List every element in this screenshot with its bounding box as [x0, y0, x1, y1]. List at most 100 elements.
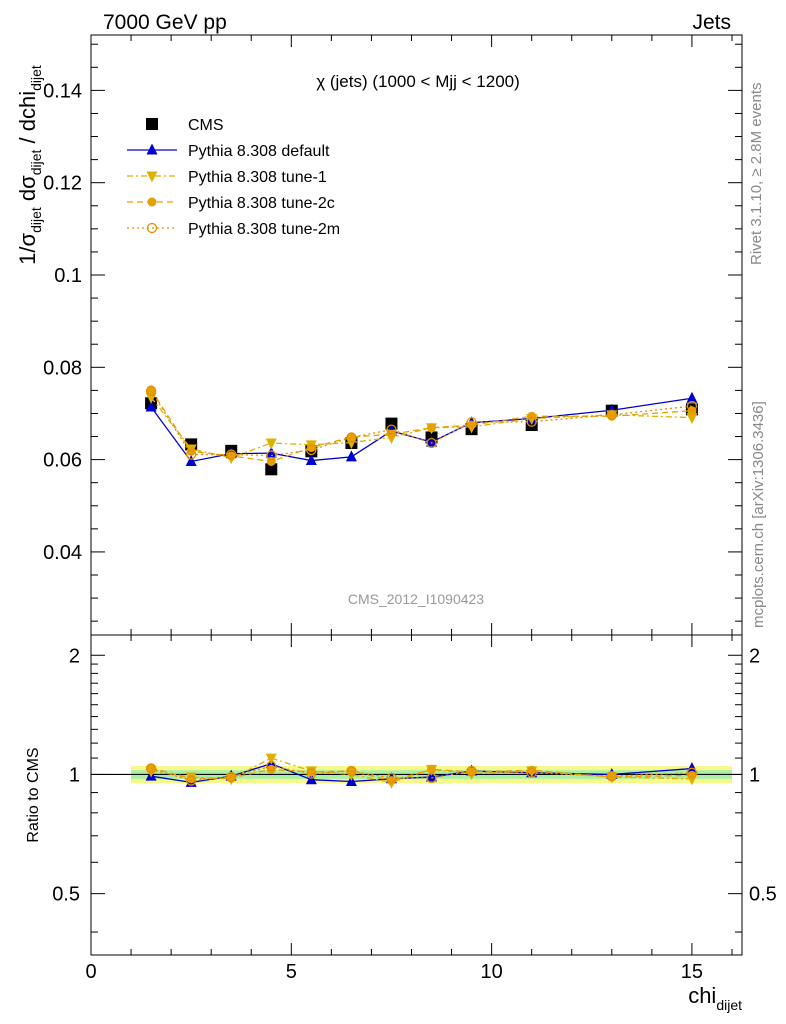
legend-marker	[146, 222, 158, 234]
series-4	[145, 385, 698, 461]
data-point	[186, 446, 196, 456]
legend-marker	[146, 171, 158, 183]
data-point	[306, 444, 317, 456]
ratio-point	[386, 772, 397, 784]
ratio-point	[265, 753, 277, 765]
ylabel-sub-b: dijet	[28, 149, 44, 175]
legend-label: CMS	[188, 117, 224, 134]
series-0	[145, 397, 698, 476]
ylabel-sub-c: dijet	[28, 65, 44, 91]
ylabel-part-c: / dchi	[15, 91, 40, 150]
x-axis-label: chidijet	[688, 983, 742, 1013]
ratio-point	[186, 775, 197, 786]
data-point	[426, 435, 438, 447]
ratio-point	[266, 760, 277, 772]
ratio-series-group	[145, 753, 698, 789]
y-tick-label-ratio: 0.5	[52, 884, 80, 906]
legend-label: Pythia 8.308 default	[188, 143, 330, 160]
ylabel-part-b: dσ	[15, 175, 40, 207]
xlabel-sub-a: dijet	[716, 997, 742, 1013]
data-point	[686, 400, 698, 412]
data-point	[346, 432, 357, 443]
data-point	[145, 400, 157, 412]
data-point	[146, 385, 156, 395]
ratio-plot-frame	[90, 634, 743, 956]
ratio-point	[426, 770, 438, 782]
data-point	[345, 450, 357, 462]
ratio-axis-ticks: 0 5 10 15 0.5 0.5 1 1 2 2	[52, 635, 777, 983]
data-point	[686, 391, 698, 403]
ratio-point	[226, 773, 236, 783]
data-point	[145, 385, 157, 396]
xlabel-part-a: chi	[688, 983, 716, 1008]
y-tick-label-ratio: 2	[69, 645, 80, 667]
data-point	[226, 449, 237, 460]
ratio-point	[607, 772, 617, 782]
main-series-group	[145, 385, 698, 476]
legend-marker	[146, 143, 158, 155]
ratio-series-3	[145, 760, 698, 786]
legend-marker	[146, 118, 158, 130]
series-line	[150, 389, 692, 463]
ratio-point	[427, 764, 437, 774]
series-line	[150, 397, 693, 463]
y-tick-label-main: 0.08	[43, 357, 82, 379]
data-point	[427, 423, 437, 433]
data-point	[186, 449, 197, 460]
ylabel-part-a: 1/σ	[15, 232, 40, 264]
rivet-label: Rivet 3.1.10, ≥ 2.8M events	[748, 83, 765, 266]
ratio-point	[527, 765, 537, 775]
data-point	[467, 420, 477, 430]
ratio-point	[145, 763, 157, 774]
header-left: 7000 GeV pp	[103, 11, 227, 34]
ylabel-sub-a: dijet	[28, 207, 44, 233]
data-point	[266, 450, 277, 461]
data-point	[426, 437, 437, 449]
ratio-y-axis-label: Ratio to CMS	[25, 747, 42, 842]
ratio-point	[467, 767, 477, 777]
y-tick-label-main: 0.04	[43, 542, 82, 564]
header-right: Jets	[692, 11, 731, 34]
ratio-point	[686, 762, 698, 774]
data-point	[526, 416, 537, 427]
ratio-point	[426, 772, 437, 784]
mcplots-label: mcplots.cern.ch [arXiv:1306.3436]	[750, 401, 767, 628]
ratio-point	[346, 766, 356, 776]
ratio-point	[526, 767, 537, 778]
data-point	[265, 463, 278, 476]
data-point	[265, 446, 277, 458]
legend-label: Pythia 8.308 tune-2c	[188, 195, 335, 212]
y-tick-label-main: 0.06	[43, 450, 82, 472]
main-axis-ticks: 0.04 0.06 0.08 0.1 0.12 0.14	[43, 35, 742, 635]
data-point	[305, 454, 317, 466]
ratio-point	[146, 763, 156, 773]
main-y-axis-label: 1/σdijet dσdijet / dchidijet	[15, 65, 44, 265]
data-point	[346, 432, 356, 442]
data-point	[185, 454, 197, 466]
ratio-point	[687, 770, 697, 780]
ratio-point	[226, 771, 237, 783]
data-point	[386, 424, 397, 435]
data-point	[265, 438, 277, 450]
ratio-series-line	[150, 765, 692, 782]
ratio-point	[306, 768, 317, 779]
data-point	[606, 409, 617, 420]
y-tick-label-main: 0.12	[43, 173, 82, 195]
chart-title: χ (jets) (1000 < Mjj < 1200)	[316, 72, 520, 91]
x-tick-label: 15	[681, 961, 703, 983]
x-tick-label: 10	[480, 961, 502, 983]
data-point	[686, 413, 698, 425]
legend-label: Pythia 8.308 tune-2m	[188, 221, 340, 238]
x-tick-label: 5	[286, 961, 297, 983]
x-tick-label: 0	[85, 961, 96, 983]
y-tick-label-main: 0.14	[43, 80, 82, 102]
ratio-point	[346, 765, 357, 777]
analysis-watermark: CMS_2012_I1090423	[348, 591, 484, 607]
ratio-point	[686, 767, 698, 778]
y-tick-label-ratio-right: 0.5	[749, 884, 777, 906]
y-tick-label-ratio-right: 1	[749, 764, 760, 786]
series-line	[150, 396, 692, 459]
y-tick-label-ratio-right: 2	[749, 645, 760, 667]
ratio-point	[606, 771, 617, 782]
